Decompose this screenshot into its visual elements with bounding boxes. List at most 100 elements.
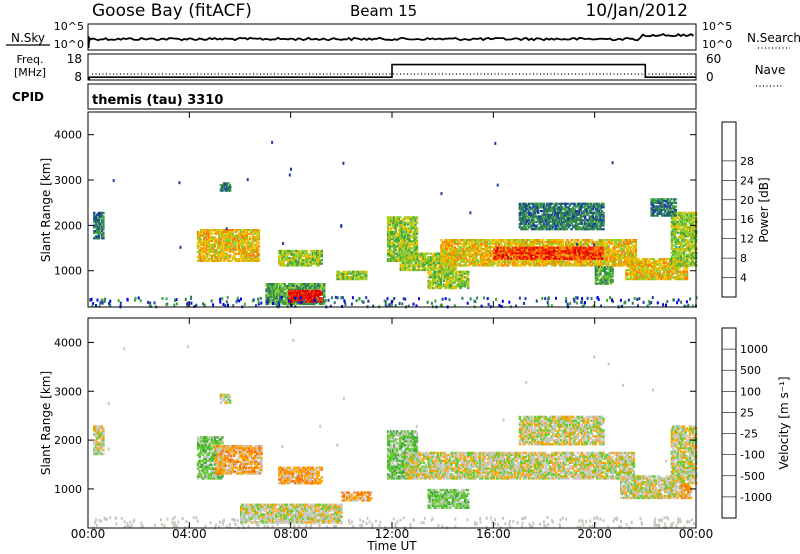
- echo-cell: [538, 242, 542, 245]
- echo-cell: [402, 236, 405, 239]
- echo-cell: [225, 238, 229, 241]
- echo-cell: [242, 238, 245, 241]
- echo-cell: [266, 286, 270, 289]
- echo-cell: [545, 246, 548, 249]
- echo-cell: [244, 239, 247, 243]
- echo-cell: [265, 290, 268, 293]
- echo-cell: [466, 260, 469, 263]
- echo-cell: [535, 255, 539, 258]
- echo-cell: [206, 245, 209, 248]
- echo-cell: [394, 258, 397, 261]
- echo-cell: [314, 258, 317, 262]
- echo-cell: [453, 279, 456, 282]
- echo-cell: [458, 253, 461, 256]
- echo-cell: [511, 239, 514, 242]
- echo-cell: [253, 230, 256, 233]
- echo-cell: [309, 249, 313, 253]
- echo-cell: [602, 262, 606, 265]
- echo-cell: [209, 247, 212, 250]
- echo-cell: [403, 232, 407, 235]
- echo-cell: [323, 301, 326, 304]
- echo-cell: [607, 260, 610, 263]
- echo-cell: [314, 302, 317, 306]
- echo-cell: [570, 244, 574, 247]
- echo-cell: [309, 260, 313, 263]
- echo-cell: [537, 242, 540, 245]
- echo-cell: [279, 297, 282, 300]
- echo-cell: [467, 239, 470, 242]
- echo-cell: [300, 260, 304, 263]
- echo-cell: [247, 256, 250, 259]
- echo-cell: [475, 262, 478, 265]
- echo-cell: [476, 239, 479, 242]
- echo-cell: [227, 229, 230, 232]
- echo-cell: [225, 247, 229, 250]
- echo-cell: [257, 245, 261, 248]
- echo-cell: [419, 259, 422, 262]
- echo-cell: [459, 249, 463, 253]
- echo-cell: [431, 256, 434, 259]
- echo-cell: [429, 287, 432, 290]
- echo-cell: [225, 256, 229, 259]
- echo-cell: [228, 238, 232, 241]
- echo-cell: [297, 291, 300, 294]
- echo-cell: [475, 258, 478, 262]
- echo-cell: [99, 224, 102, 227]
- echo-cell: [545, 264, 548, 267]
- echo-cell: [360, 276, 363, 279]
- echo-cell: [393, 218, 396, 221]
- echo-cell: [291, 288, 294, 291]
- echo-cell: [314, 283, 317, 286]
- echo-cell: [608, 260, 612, 263]
- echo-cell: [613, 264, 616, 267]
- echo-cell: [561, 262, 565, 265]
- echo-cell: [590, 264, 593, 267]
- echo-cell: [401, 254, 404, 257]
- echo-cell: [238, 250, 241, 253]
- echo-cell: [216, 232, 220, 235]
- echo-cell: [587, 262, 590, 265]
- echo-cell: [276, 293, 279, 296]
- noise-right-tick-bottom: 10^0: [702, 38, 732, 51]
- echo-cell: [526, 258, 530, 262]
- echo-cell: [557, 248, 560, 251]
- echo-cell: [200, 250, 203, 253]
- echo-cell: [285, 258, 288, 262]
- echo-cell: [224, 187, 227, 190]
- echo-cell: [310, 283, 314, 286]
- echo-cell: [566, 244, 569, 247]
- echo-cell: [448, 283, 452, 286]
- echo-cell: [299, 255, 302, 258]
- echo-cell: [224, 247, 227, 250]
- echo-cell: [213, 243, 217, 246]
- echo-cell: [449, 268, 453, 272]
- echo-cell: [545, 257, 548, 260]
- echo-cell: [472, 255, 475, 258]
- echo-cell: [408, 239, 411, 243]
- echo-cell: [516, 260, 519, 263]
- echo-cell: [479, 253, 483, 256]
- echo-cell: [276, 297, 279, 300]
- echo-cell: [388, 249, 391, 252]
- echo-cell: [447, 276, 450, 279]
- echo-cell: [271, 292, 274, 295]
- echo-cell: [459, 257, 463, 260]
- echo-cell: [320, 286, 323, 289]
- echo-cell: [578, 258, 581, 262]
- echo-cell: [241, 238, 244, 241]
- echo-cell: [440, 244, 443, 247]
- echo-cell: [599, 239, 603, 242]
- echo-cell: [236, 243, 239, 246]
- echo-cell: [476, 246, 479, 249]
- echo-cell: [394, 252, 397, 255]
- echo-cell: [488, 260, 492, 263]
- echo-cell: [516, 242, 519, 245]
- echo-cell: [386, 219, 390, 223]
- echo-cell: [299, 251, 302, 254]
- echo-cell: [469, 251, 472, 254]
- echo-cell: [561, 260, 565, 263]
- echo-cell: [449, 244, 452, 247]
- echo-cell: [248, 259, 251, 262]
- echo-cell: [432, 276, 435, 279]
- echo-cell: [396, 218, 399, 221]
